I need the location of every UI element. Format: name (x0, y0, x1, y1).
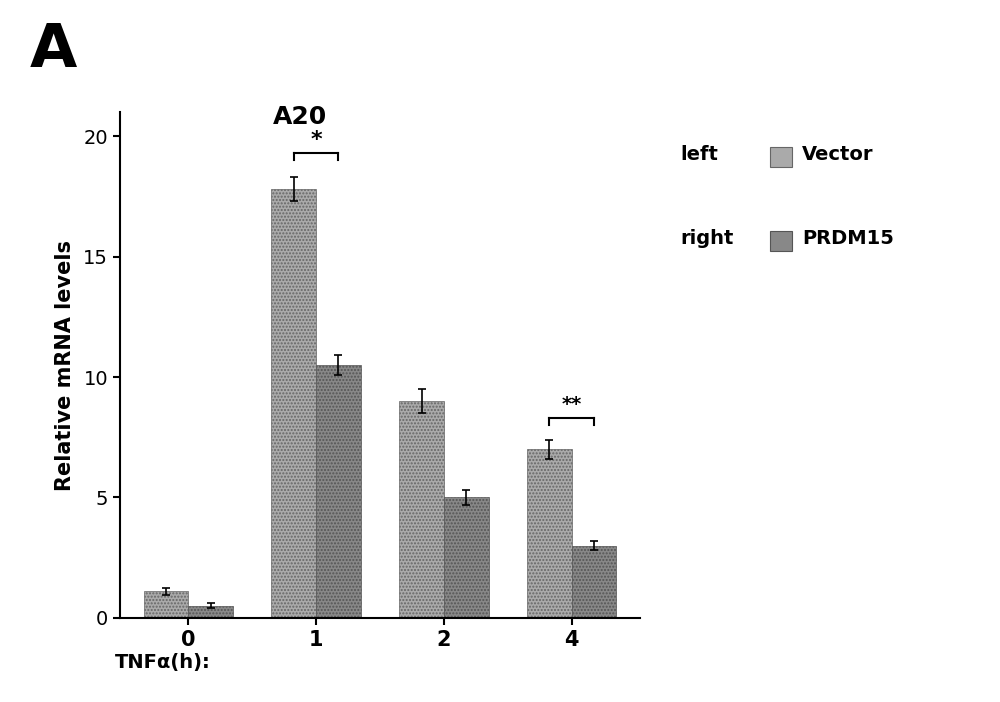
Bar (399, 401, 444, 618)
Text: *: * (310, 130, 322, 150)
Y-axis label: Relative mRNA levels: Relative mRNA levels (55, 239, 75, 491)
Bar (316, 365, 361, 618)
Text: A: A (30, 21, 77, 80)
Bar (144, 591, 188, 618)
Bar (188, 606, 233, 618)
Text: right: right (680, 229, 733, 249)
Bar (271, 190, 316, 618)
Text: PRDM15: PRDM15 (802, 229, 894, 249)
Bar (572, 545, 616, 618)
Text: A20: A20 (273, 105, 327, 129)
Text: TNFα(h):: TNFα(h): (115, 653, 211, 672)
Bar (444, 498, 489, 618)
Bar (527, 449, 572, 618)
Text: **: ** (562, 395, 582, 414)
Text: left: left (680, 145, 718, 164)
Text: Vector: Vector (802, 145, 874, 164)
